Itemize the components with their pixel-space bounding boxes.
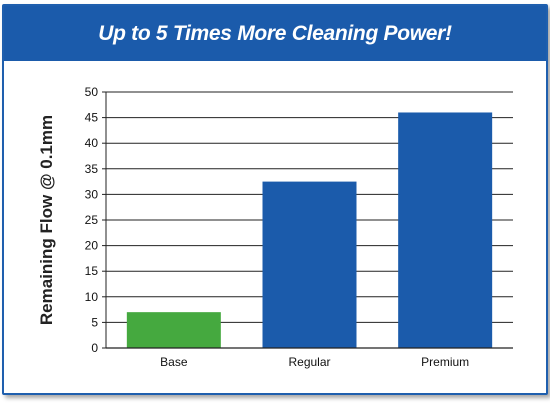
y-tick-label: 10 — [85, 290, 99, 304]
y-axis-label: Remaining Flow @ 0.1mm — [37, 115, 56, 325]
chart-title: Up to 5 Times More Cleaning Power! — [98, 22, 452, 45]
y-tick-label: 30 — [85, 187, 99, 201]
title-banner: Up to 5 Times More Cleaning Power! — [4, 6, 546, 61]
y-tick-label: 45 — [85, 111, 99, 125]
x-tick-label: Base — [160, 355, 188, 369]
bar-premium — [398, 112, 493, 348]
x-tick-label: Premium — [421, 355, 469, 369]
y-tick-label: 20 — [85, 239, 99, 253]
y-tick-labels: 0 5 10 15 20 25 30 35 40 45 50 — [85, 85, 99, 355]
bar-base — [126, 312, 221, 348]
bars — [126, 112, 493, 348]
y-tick-label: 15 — [85, 264, 99, 278]
x-tick-label: Regular — [288, 355, 330, 369]
y-tick-label: 35 — [85, 162, 99, 176]
x-tick-labels: Base Regular Premium — [160, 355, 469, 369]
y-tick-label: 25 — [85, 213, 99, 227]
y-tick-label: 50 — [85, 85, 99, 99]
y-tick-label: 40 — [85, 136, 99, 150]
bar-regular — [262, 181, 357, 348]
y-tick-label: 0 — [91, 341, 98, 355]
y-tick-label: 5 — [91, 315, 98, 329]
